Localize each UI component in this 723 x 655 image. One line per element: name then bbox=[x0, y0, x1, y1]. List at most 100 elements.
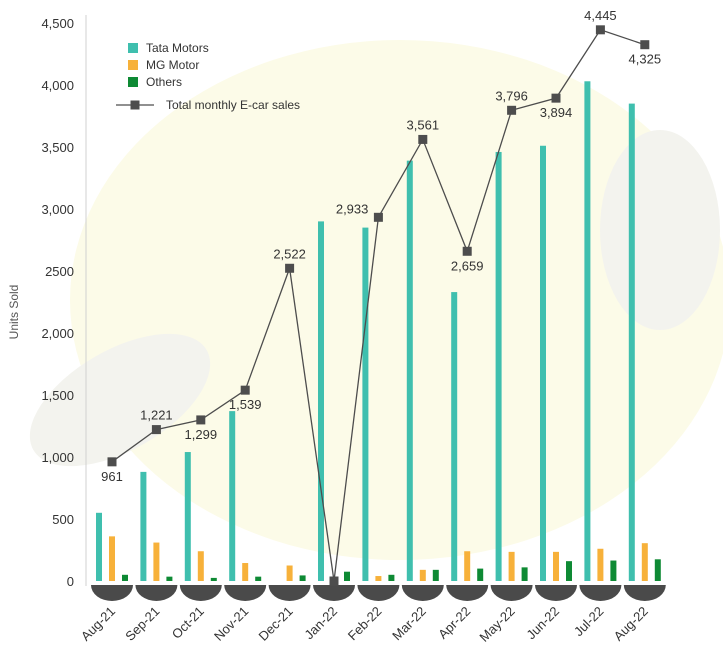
bar-tata-motors-may-22 bbox=[495, 151, 502, 581]
x-tick-aug-22: Aug-22 bbox=[611, 604, 651, 644]
total-label-dec-21: 2,522 bbox=[273, 246, 306, 261]
bars bbox=[96, 81, 661, 581]
category-base-mar-22 bbox=[401, 585, 444, 601]
bar-others-feb-22 bbox=[388, 574, 395, 581]
legend-marker-sample bbox=[130, 100, 140, 110]
x-tick-dec-21: Dec-21 bbox=[255, 604, 295, 644]
x-tick-jan-22: Jan-22 bbox=[301, 604, 340, 643]
total-line bbox=[107, 25, 650, 586]
total-marker-aug-22 bbox=[640, 40, 650, 50]
bar-others-jan-22 bbox=[344, 571, 350, 581]
bar-mg-motor-feb-22 bbox=[375, 576, 382, 581]
bar-mg-motor-may-22 bbox=[508, 551, 515, 581]
bar-others-oct-21 bbox=[210, 577, 217, 581]
total-marker-feb-22 bbox=[373, 212, 383, 222]
y-tick-label: 0 bbox=[67, 574, 74, 589]
bar-mg-motor-nov-21 bbox=[242, 563, 249, 581]
bar-others-jul-22 bbox=[610, 560, 617, 581]
legend-label-total: Total monthly E-car sales bbox=[166, 98, 300, 112]
bar-others-sep-21 bbox=[166, 576, 173, 581]
total-marker-mar-22 bbox=[418, 134, 428, 144]
category-base-feb-22 bbox=[357, 585, 400, 601]
total-marker-dec-21 bbox=[285, 263, 295, 273]
total-label-sep-21: 1,221 bbox=[140, 408, 173, 423]
total-label-nov-21: 1,539 bbox=[229, 397, 262, 412]
category-base-sep-21 bbox=[135, 585, 178, 601]
category-base-jan-22 bbox=[313, 585, 355, 601]
x-tick-mar-22: Mar-22 bbox=[389, 604, 429, 644]
total-marker-oct-21 bbox=[196, 415, 206, 425]
category-base-aug-21 bbox=[91, 585, 133, 601]
x-tick-feb-22: Feb-22 bbox=[345, 604, 385, 644]
bar-others-aug-22 bbox=[654, 559, 661, 581]
total-label-may-22: 3,796 bbox=[495, 88, 528, 103]
y-tick-label: 1,500 bbox=[41, 388, 74, 403]
category-base-nov-21 bbox=[224, 585, 267, 602]
y-tick-label: 3,500 bbox=[41, 140, 74, 155]
y-tick-label: 2500 bbox=[45, 264, 74, 279]
y-axis-title: Units Sold bbox=[7, 285, 21, 340]
total-marker-nov-21 bbox=[240, 385, 250, 395]
total-label-aug-22: 4,325 bbox=[629, 52, 662, 67]
total-marker-jul-22 bbox=[595, 25, 605, 35]
x-tick-apr-22: Apr-22 bbox=[435, 604, 473, 642]
bar-mg-motor-jun-22 bbox=[553, 551, 559, 581]
bar-others-nov-21 bbox=[255, 576, 262, 581]
bar-others-dec-21 bbox=[299, 575, 306, 581]
category-base-may-22 bbox=[490, 585, 533, 601]
total-marker-jan-22 bbox=[329, 576, 339, 586]
bar-mg-motor-jul-22 bbox=[597, 548, 604, 581]
bar-others-aug-21 bbox=[122, 574, 128, 581]
bar-others-may-22 bbox=[521, 567, 528, 581]
total-marker-jun-22 bbox=[551, 93, 561, 103]
bar-mg-motor-dec-21 bbox=[286, 565, 293, 581]
y-tick-label: 2,000 bbox=[41, 326, 74, 341]
legend-label-others: Others bbox=[146, 75, 182, 89]
category-base-jun-22 bbox=[535, 585, 577, 601]
legend-label-tata-motors: Tata Motors bbox=[146, 41, 209, 55]
x-tick-nov-21: Nov-21 bbox=[211, 604, 251, 644]
bar-mg-motor-apr-22 bbox=[464, 551, 471, 581]
x-tick-may-22: May-22 bbox=[476, 604, 517, 645]
bar-tata-motors-jun-22 bbox=[540, 145, 546, 581]
bar-tata-motors-nov-21 bbox=[229, 411, 236, 581]
bar-mg-motor-sep-21 bbox=[153, 542, 160, 581]
y-tick-label: 3,000 bbox=[41, 202, 74, 217]
bar-tata-motors-feb-22 bbox=[362, 227, 369, 581]
bar-tata-motors-jul-22 bbox=[584, 81, 591, 581]
bar-tata-motors-aug-21 bbox=[96, 512, 102, 581]
bar-tata-motors-mar-22 bbox=[406, 160, 413, 581]
total-label-jun-22: 3,894 bbox=[540, 105, 573, 120]
total-label-aug-21: 961 bbox=[101, 469, 123, 484]
total-marker-aug-21 bbox=[107, 457, 117, 467]
bar-mg-motor-aug-21 bbox=[109, 536, 115, 581]
bar-tata-motors-sep-21 bbox=[140, 471, 147, 581]
total-label-jul-22: 4,445 bbox=[584, 8, 617, 23]
x-tick-oct-21: Oct-21 bbox=[169, 604, 207, 642]
total-label-apr-22: 2,659 bbox=[451, 258, 484, 273]
x-tick-sep-21: Sep-21 bbox=[122, 604, 162, 644]
total-label-feb-22: 2,933 bbox=[336, 201, 369, 216]
legend: Tata Motors MG Motor Others Total monthly E… bbox=[116, 41, 300, 112]
category-base-oct-21 bbox=[179, 585, 222, 601]
legend-swatch-mg-motor bbox=[128, 60, 138, 70]
category-base-aug-22 bbox=[623, 585, 666, 601]
legend-swatch-others bbox=[128, 77, 138, 87]
y-tick-label: 4,500 bbox=[41, 16, 74, 31]
total-marker-apr-22 bbox=[462, 246, 472, 256]
bar-tata-motors-aug-22 bbox=[628, 103, 635, 581]
total-label-oct-21: 1,299 bbox=[185, 427, 218, 442]
legend-label-mg-motor: MG Motor bbox=[146, 58, 199, 72]
bar-mg-motor-mar-22 bbox=[419, 569, 426, 581]
category-base-jul-22 bbox=[579, 585, 622, 601]
y-tick-label: 500 bbox=[52, 512, 74, 527]
y-tick-label: 4,000 bbox=[41, 78, 74, 93]
bar-mg-motor-oct-21 bbox=[197, 551, 204, 581]
bar-tata-motors-apr-22 bbox=[451, 292, 458, 581]
bar-tata-motors-jan-22 bbox=[318, 221, 324, 581]
x-tick-jun-22: Jun-22 bbox=[523, 604, 562, 643]
data-labels: 961 1,221 1,299 1,539 2,522 2,933 3,561 2,659 3,… bbox=[101, 8, 661, 484]
category-base-dec-21 bbox=[268, 585, 311, 601]
bar-others-apr-22 bbox=[477, 568, 484, 581]
